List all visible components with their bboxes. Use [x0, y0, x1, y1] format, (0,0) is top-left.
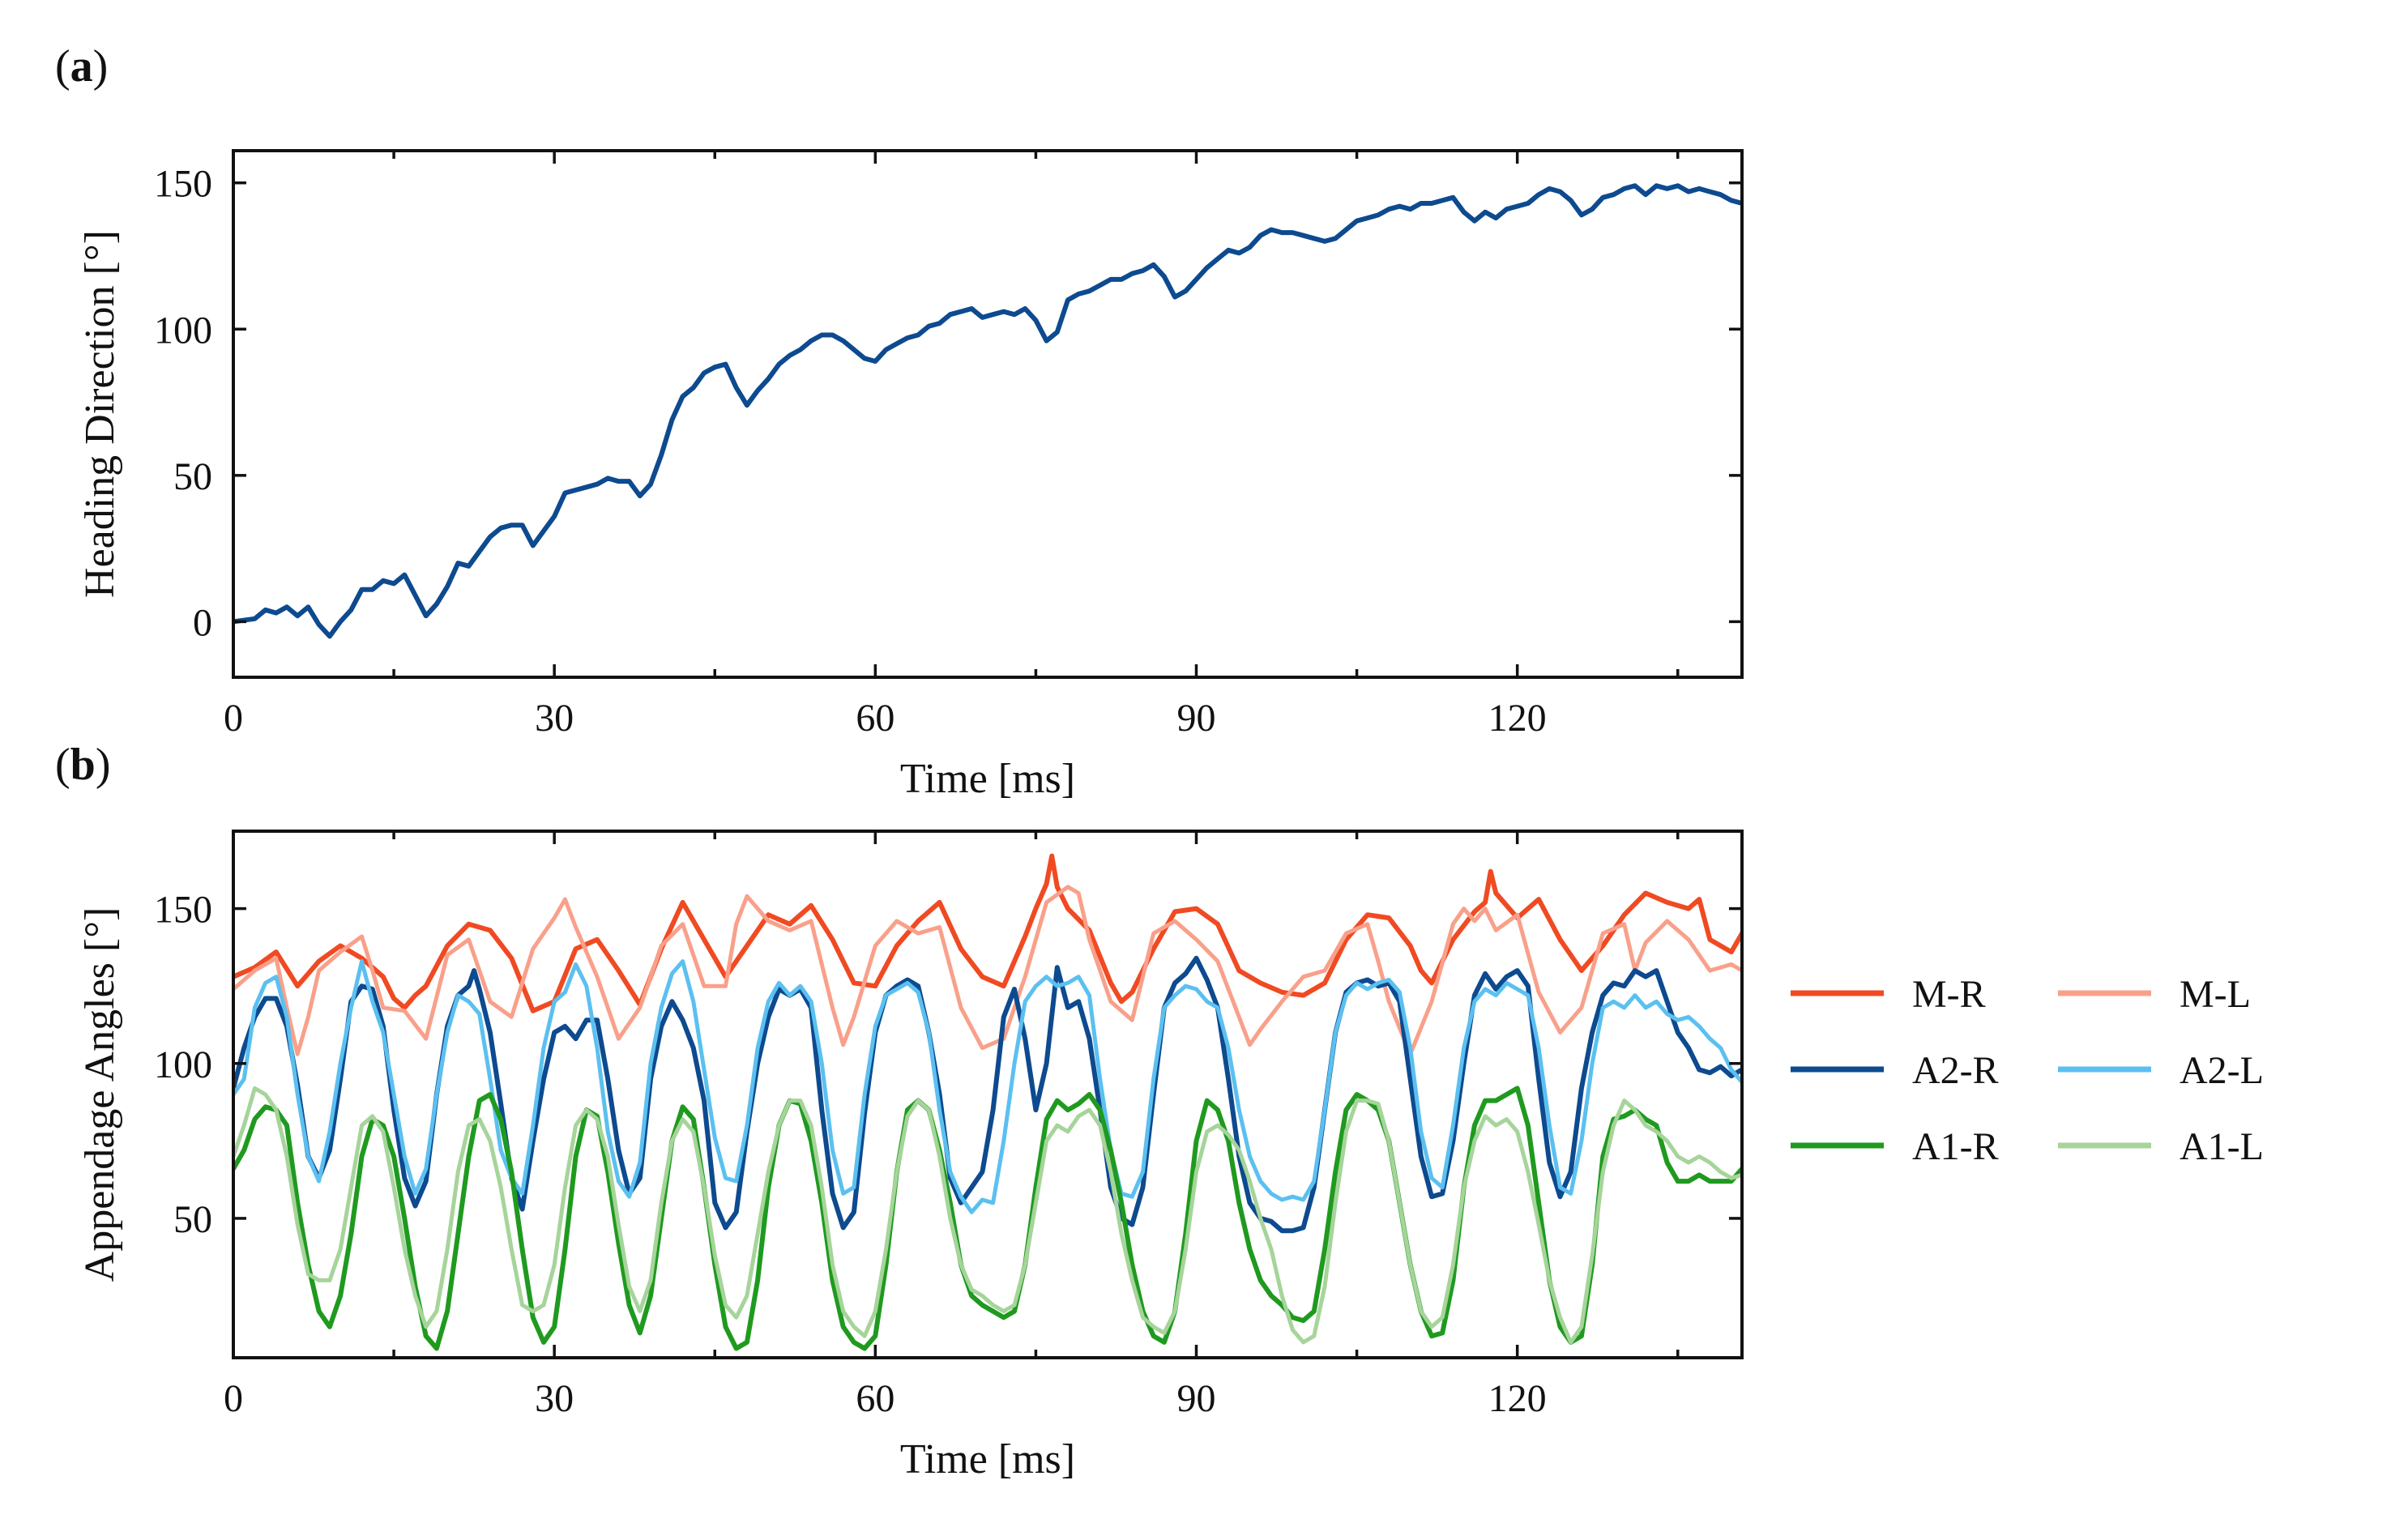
- appendage-chart: 0 30 60 90 120 50 100 150 Time [ms] Appendage A…: [77, 830, 2264, 1482]
- heading-chart: 0 30 60 90 120 0 50 100 150 Time [ms] Heading Di…: [77, 149, 1744, 802]
- appendage-series-a2-r: [233, 955, 1742, 1234]
- heading-y-tick-label: 100: [154, 309, 212, 352]
- heading-x-tick-label: 120: [1488, 697, 1547, 740]
- heading-x-axis-label: Time [ms]: [900, 756, 1075, 802]
- panel-label-a: (a): [55, 41, 108, 92]
- legend-label-m-r: M-R: [1912, 973, 1986, 1016]
- heading-axes: 0 30 60 90 120 0 50 100 150: [154, 151, 1742, 740]
- appendage-series-layer: [233, 853, 1742, 1351]
- heading-x-tick-label: 60: [856, 697, 894, 740]
- heading-x-tick-label: 30: [535, 697, 574, 740]
- legend-label-a2-r: A2-R: [1912, 1049, 1999, 1092]
- legend-label-a1-r: A1-R: [1912, 1125, 1999, 1168]
- heading-series-heading-direction: [233, 183, 1742, 639]
- appendage-series-a1-l: [233, 1086, 1742, 1345]
- appendage-y-tick-label: 50: [173, 1198, 212, 1241]
- appendage-legend: M-R M-L A2-R A2-L A1-R A1-L: [1791, 973, 2264, 1168]
- heading-y-tick-label: 50: [173, 455, 212, 498]
- appendage-x-tick-label: 30: [535, 1377, 574, 1420]
- panel-label-b: (b): [55, 740, 110, 790]
- legend-label-a2-l: A2-L: [2180, 1049, 2264, 1092]
- heading-x-tick-label: 0: [224, 697, 243, 740]
- heading-y-tick-label: 150: [154, 163, 212, 206]
- appendage-y-tick-label: 150: [154, 889, 212, 932]
- appendage-x-tick-label: 120: [1488, 1377, 1547, 1420]
- appendage-x-tick-label: 60: [856, 1377, 894, 1420]
- appendage-plot-frame: [232, 830, 1744, 1359]
- heading-x-tick-label: 90: [1177, 697, 1216, 740]
- legend-label-m-l: M-L: [2180, 973, 2251, 1016]
- heading-y-axis-label: Heading Direction [°]: [77, 230, 123, 598]
- appendage-x-tick-label: 0: [224, 1377, 243, 1420]
- appendage-y-axis-label: Appendage Angles [°]: [77, 907, 123, 1282]
- appendage-x-tick-label: 90: [1177, 1377, 1216, 1420]
- appendage-series-a2-l: [233, 959, 1742, 1214]
- heading-y-tick-label: 0: [193, 601, 212, 644]
- appendage-y-tick-label: 100: [154, 1043, 212, 1086]
- appendage-axes: 0 30 60 90 120 50 100 150: [154, 831, 1742, 1420]
- appendage-series-m-r: [233, 853, 1742, 1013]
- heading-plot-frame: [232, 149, 1744, 679]
- appendage-series-m-l: [233, 885, 1742, 1056]
- appendage-series-a1-r: [233, 1086, 1742, 1351]
- heading-series-layer: [233, 183, 1742, 639]
- appendage-x-axis-label: Time [ms]: [900, 1436, 1075, 1482]
- legend-label-a1-l: A1-L: [2180, 1125, 2264, 1168]
